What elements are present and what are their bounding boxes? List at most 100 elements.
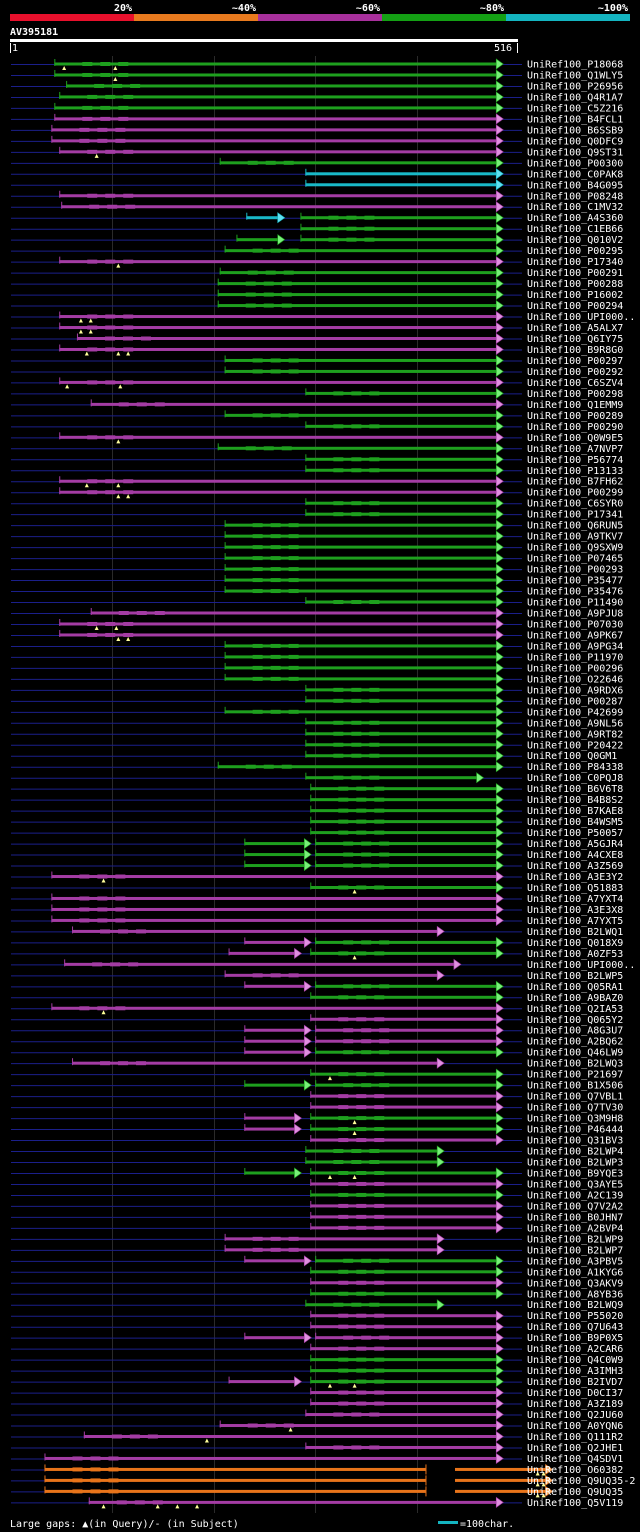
hit-row[interactable]: UniRef100_B7FH62: [11, 475, 623, 488]
hit-row[interactable]: UniRef100_P20422: [11, 739, 623, 752]
hit-row[interactable]: UniRef100_C6SZV4: [11, 376, 623, 389]
hit-label[interactable]: UniRef100_Q4SDV1: [527, 1454, 623, 1465]
hit-label[interactable]: UniRef100_Q2JHE1: [527, 1443, 623, 1454]
hit-label[interactable]: UniRef100_Q111R2: [527, 1432, 623, 1443]
hit-label[interactable]: UniRef100_P13133: [527, 466, 623, 477]
hit-row[interactable]: UniRef100_A9RDX6: [11, 684, 623, 697]
hit-label[interactable]: UniRef100_Q3AKV9: [527, 1278, 623, 1289]
hit-label[interactable]: UniRef100_A9TKV7: [527, 532, 623, 543]
hit-label[interactable]: UniRef100_Q0DFC9: [527, 136, 623, 147]
hit-label[interactable]: UniRef100_P11970: [527, 652, 623, 663]
hit-label[interactable]: UniRef100_Q3AYE5: [527, 1179, 623, 1190]
hit-label[interactable]: UniRef100_UPI000..: [527, 960, 635, 971]
hit-label[interactable]: UniRef100_P20422: [527, 740, 623, 751]
hit-row[interactable]: UniRef100_B2LWQ1: [11, 925, 623, 938]
hit-row[interactable]: UniRef100_Q2JHE1: [11, 1441, 623, 1454]
hit-row[interactable]: UniRef100_A4S360: [11, 212, 623, 225]
hit-label[interactable]: UniRef100_Q018X9: [527, 938, 623, 949]
hit-row[interactable]: UniRef100_B0JHN7: [11, 1211, 623, 1224]
hit-row[interactable]: UniRef100_P00294: [11, 299, 623, 313]
hit-label[interactable]: UniRef100_Q1EMM9: [527, 400, 623, 411]
hit-row[interactable]: UniRef100_P46444: [11, 1123, 623, 1136]
hit-label[interactable]: UniRef100_C1EB66: [527, 224, 623, 235]
hit-label[interactable]: UniRef100_A3IMH3: [527, 1366, 623, 1377]
hit-label[interactable]: UniRef100_Q4R1A7: [527, 92, 623, 103]
hit-label[interactable]: UniRef100_Q9ST31: [527, 147, 623, 158]
hit-label[interactable]: UniRef100_P00297: [527, 356, 623, 367]
hit-row[interactable]: UniRef100_P00290: [11, 420, 623, 433]
hit-label[interactable]: UniRef100_B2LWQ1: [527, 927, 623, 938]
hit-row[interactable]: UniRef100_P26956: [11, 80, 623, 93]
hit-row[interactable]: UniRef100_A7NVP7: [11, 442, 623, 455]
hit-row[interactable]: UniRef100_A2BQ62: [11, 1035, 623, 1048]
hit-label[interactable]: UniRef100_A2CAR6: [527, 1344, 623, 1355]
hit-row[interactable]: UniRef100_Q0DFC9: [11, 135, 623, 148]
hit-row[interactable]: UniRef100_P07030: [11, 618, 623, 631]
hit-row[interactable]: UniRef100_P18068: [11, 58, 623, 71]
hit-row[interactable]: UniRef100_P84338: [11, 761, 623, 774]
hit-label[interactable]: UniRef100_D0CI37: [527, 1388, 623, 1399]
hit-row[interactable]: UniRef100_B6SSB9: [11, 124, 623, 137]
hit-label[interactable]: UniRef100_A0ZF53: [527, 949, 623, 960]
hit-row[interactable]: UniRef100_A2C139: [11, 1189, 623, 1202]
hit-row[interactable]: UniRef100_Q4R1A7: [11, 91, 623, 104]
hit-label[interactable]: UniRef100_A7YXT5: [527, 916, 623, 927]
hit-label[interactable]: UniRef100_Q9SXW9: [527, 543, 623, 554]
hit-row[interactable]: UniRef100_A9NL56: [11, 717, 623, 730]
hit-row[interactable]: UniRef100_P13133: [11, 464, 623, 477]
hit-row[interactable]: UniRef100_A2BVP4: [11, 1222, 623, 1235]
hit-label[interactable]: UniRef100_B9R8G0: [527, 345, 623, 356]
hit-label[interactable]: UniRef100_B7KAE8: [527, 806, 623, 817]
hit-label[interactable]: UniRef100_P18068: [527, 60, 623, 71]
hit-row[interactable]: UniRef100_Q0GM1: [11, 750, 617, 763]
hit-label[interactable]: UniRef100_Q3M9H8: [527, 1114, 623, 1125]
hit-row[interactable]: UniRef100_Q31BV3: [11, 1134, 623, 1147]
hit-row[interactable]: UniRef100_P00295: [11, 245, 623, 258]
hit-row[interactable]: UniRef100_A9PG34: [11, 640, 623, 653]
hit-row[interactable]: UniRef100_B2LWP5: [11, 969, 623, 982]
hit-row[interactable]: UniRef100_Q9UQ35: [11, 1485, 623, 1498]
hit-label[interactable]: UniRef100_P46444: [527, 1125, 623, 1136]
hit-row[interactable]: UniRef100_Q7V2A2: [11, 1200, 623, 1213]
hit-label[interactable]: UniRef100_P16002: [527, 290, 623, 301]
hit-row[interactable]: UniRef100_A9RT82: [11, 728, 623, 741]
hit-label[interactable]: UniRef100_Q5V119: [527, 1498, 623, 1509]
hit-row[interactable]: UniRef100_Q46LW9: [11, 1046, 623, 1059]
hit-row[interactable]: UniRef100_D0CI37: [11, 1386, 623, 1400]
hit-label[interactable]: UniRef100_Q6RUN5: [527, 521, 623, 532]
hit-row[interactable]: UniRef100_Q9SXW9: [11, 541, 623, 554]
hit-row[interactable]: UniRef100_P00296: [11, 662, 623, 675]
hit-label[interactable]: UniRef100_A4CXE8: [527, 850, 623, 861]
hit-row[interactable]: UniRef100_P35476: [11, 585, 623, 598]
hit-row[interactable]: UniRef100_Q7U643: [11, 1321, 623, 1334]
hit-row[interactable]: UniRef100_A9PJU8: [11, 607, 623, 620]
hit-row[interactable]: UniRef100_P11490: [11, 596, 623, 609]
hit-row[interactable]: UniRef100_A4CXE8: [11, 848, 623, 862]
hit-label[interactable]: UniRef100_P00299: [527, 488, 623, 499]
hit-label[interactable]: UniRef100_B2LWP5: [527, 971, 623, 982]
hit-label[interactable]: UniRef100_A3E3X8: [527, 905, 623, 916]
hit-row[interactable]: UniRef100_Q9ST31: [11, 146, 623, 159]
hit-row[interactable]: UniRef100_B2LWQ9: [11, 1299, 623, 1312]
hit-label[interactable]: UniRef100_P11490: [527, 598, 623, 609]
hit-row[interactable]: UniRef100_B4FCL1: [11, 113, 623, 126]
hit-label[interactable]: UniRef100_C6SYR0: [527, 499, 623, 510]
hit-row[interactable]: UniRef100_A7YXT4: [11, 892, 623, 905]
hit-row[interactable]: UniRef100_C1EB66: [11, 223, 623, 236]
hit-row[interactable]: UniRef100_P56774: [11, 453, 623, 466]
hit-label[interactable]: UniRef100_P55020: [527, 1311, 623, 1322]
hit-row[interactable]: UniRef100_P50057: [11, 827, 623, 840]
hit-label[interactable]: UniRef100_A5GJR4: [527, 839, 623, 850]
hit-label[interactable]: UniRef100_O60382: [527, 1465, 623, 1476]
hit-row[interactable]: UniRef100_B2LWP9: [11, 1233, 623, 1246]
hit-label[interactable]: UniRef100_B2LWQ9: [527, 1300, 623, 1311]
hit-label[interactable]: UniRef100_B2LWP4: [527, 1147, 623, 1158]
hit-label[interactable]: UniRef100_A9PK67: [527, 630, 623, 641]
hit-row[interactable]: UniRef100_Q6RUN5: [11, 519, 623, 532]
hit-row[interactable]: UniRef100_B2LWP4: [11, 1145, 623, 1158]
hit-row[interactable]: UniRef100_Q1EMM9: [11, 398, 623, 411]
hit-label[interactable]: UniRef100_A2C139: [527, 1190, 623, 1201]
hit-label[interactable]: UniRef100_P35477: [527, 576, 623, 587]
hit-label[interactable]: UniRef100_Q51883: [527, 883, 623, 894]
hit-label[interactable]: UniRef100_B6V6T8: [527, 784, 623, 795]
